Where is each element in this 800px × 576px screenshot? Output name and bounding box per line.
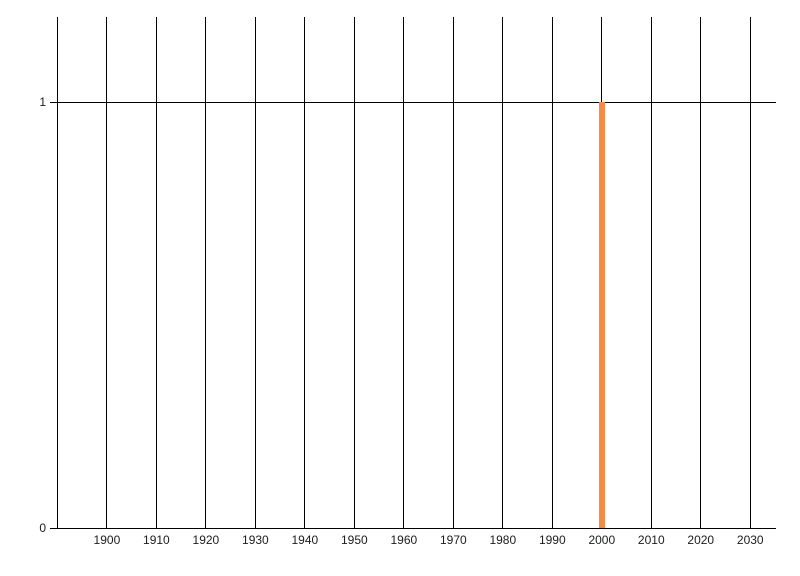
x-gridline	[749, 17, 751, 528]
x-tick-label: 1970	[439, 533, 467, 547]
x-tick-label: 1920	[192, 533, 220, 547]
x-tick-label: 1910	[143, 533, 170, 547]
event-bar	[598, 102, 605, 528]
x-tick-label: 2020	[687, 533, 715, 547]
x-gridline	[650, 17, 652, 528]
x-tick-label: 1900	[93, 533, 121, 547]
x-tick-label: 1980	[489, 533, 517, 547]
x-gridline	[353, 17, 355, 528]
x-gridline	[403, 17, 405, 528]
x-gridline	[304, 17, 306, 528]
x-gridline	[452, 17, 454, 528]
x-tick-label: 1930	[242, 533, 269, 547]
x-gridline	[205, 17, 207, 528]
x-gridline	[551, 17, 553, 528]
x-tick-label: 1960	[390, 533, 418, 547]
x-axis-line	[50, 527, 776, 529]
x-tick-label: 2010	[637, 533, 665, 547]
y-tick-label: 1	[39, 95, 46, 110]
x-tick-label: 1990	[538, 533, 566, 547]
x-gridline	[56, 17, 58, 528]
x-tick-label: 2000	[588, 533, 616, 547]
x-gridline	[502, 17, 504, 528]
x-gridline	[155, 17, 157, 528]
y-tick-label: 0	[39, 521, 46, 535]
x-gridline	[700, 17, 702, 528]
x-gridline	[254, 17, 256, 528]
x-tick-label: 2030	[736, 533, 764, 547]
y-gridline	[50, 101, 776, 103]
x-gridline	[106, 17, 108, 528]
x-tick-label: 1940	[291, 533, 319, 547]
plot-area: 0 1 1900 1910 1920 1930 1940 1950 1960 1970 1980 19…	[39, 17, 776, 547]
x-tick-label: 1950	[340, 533, 368, 547]
